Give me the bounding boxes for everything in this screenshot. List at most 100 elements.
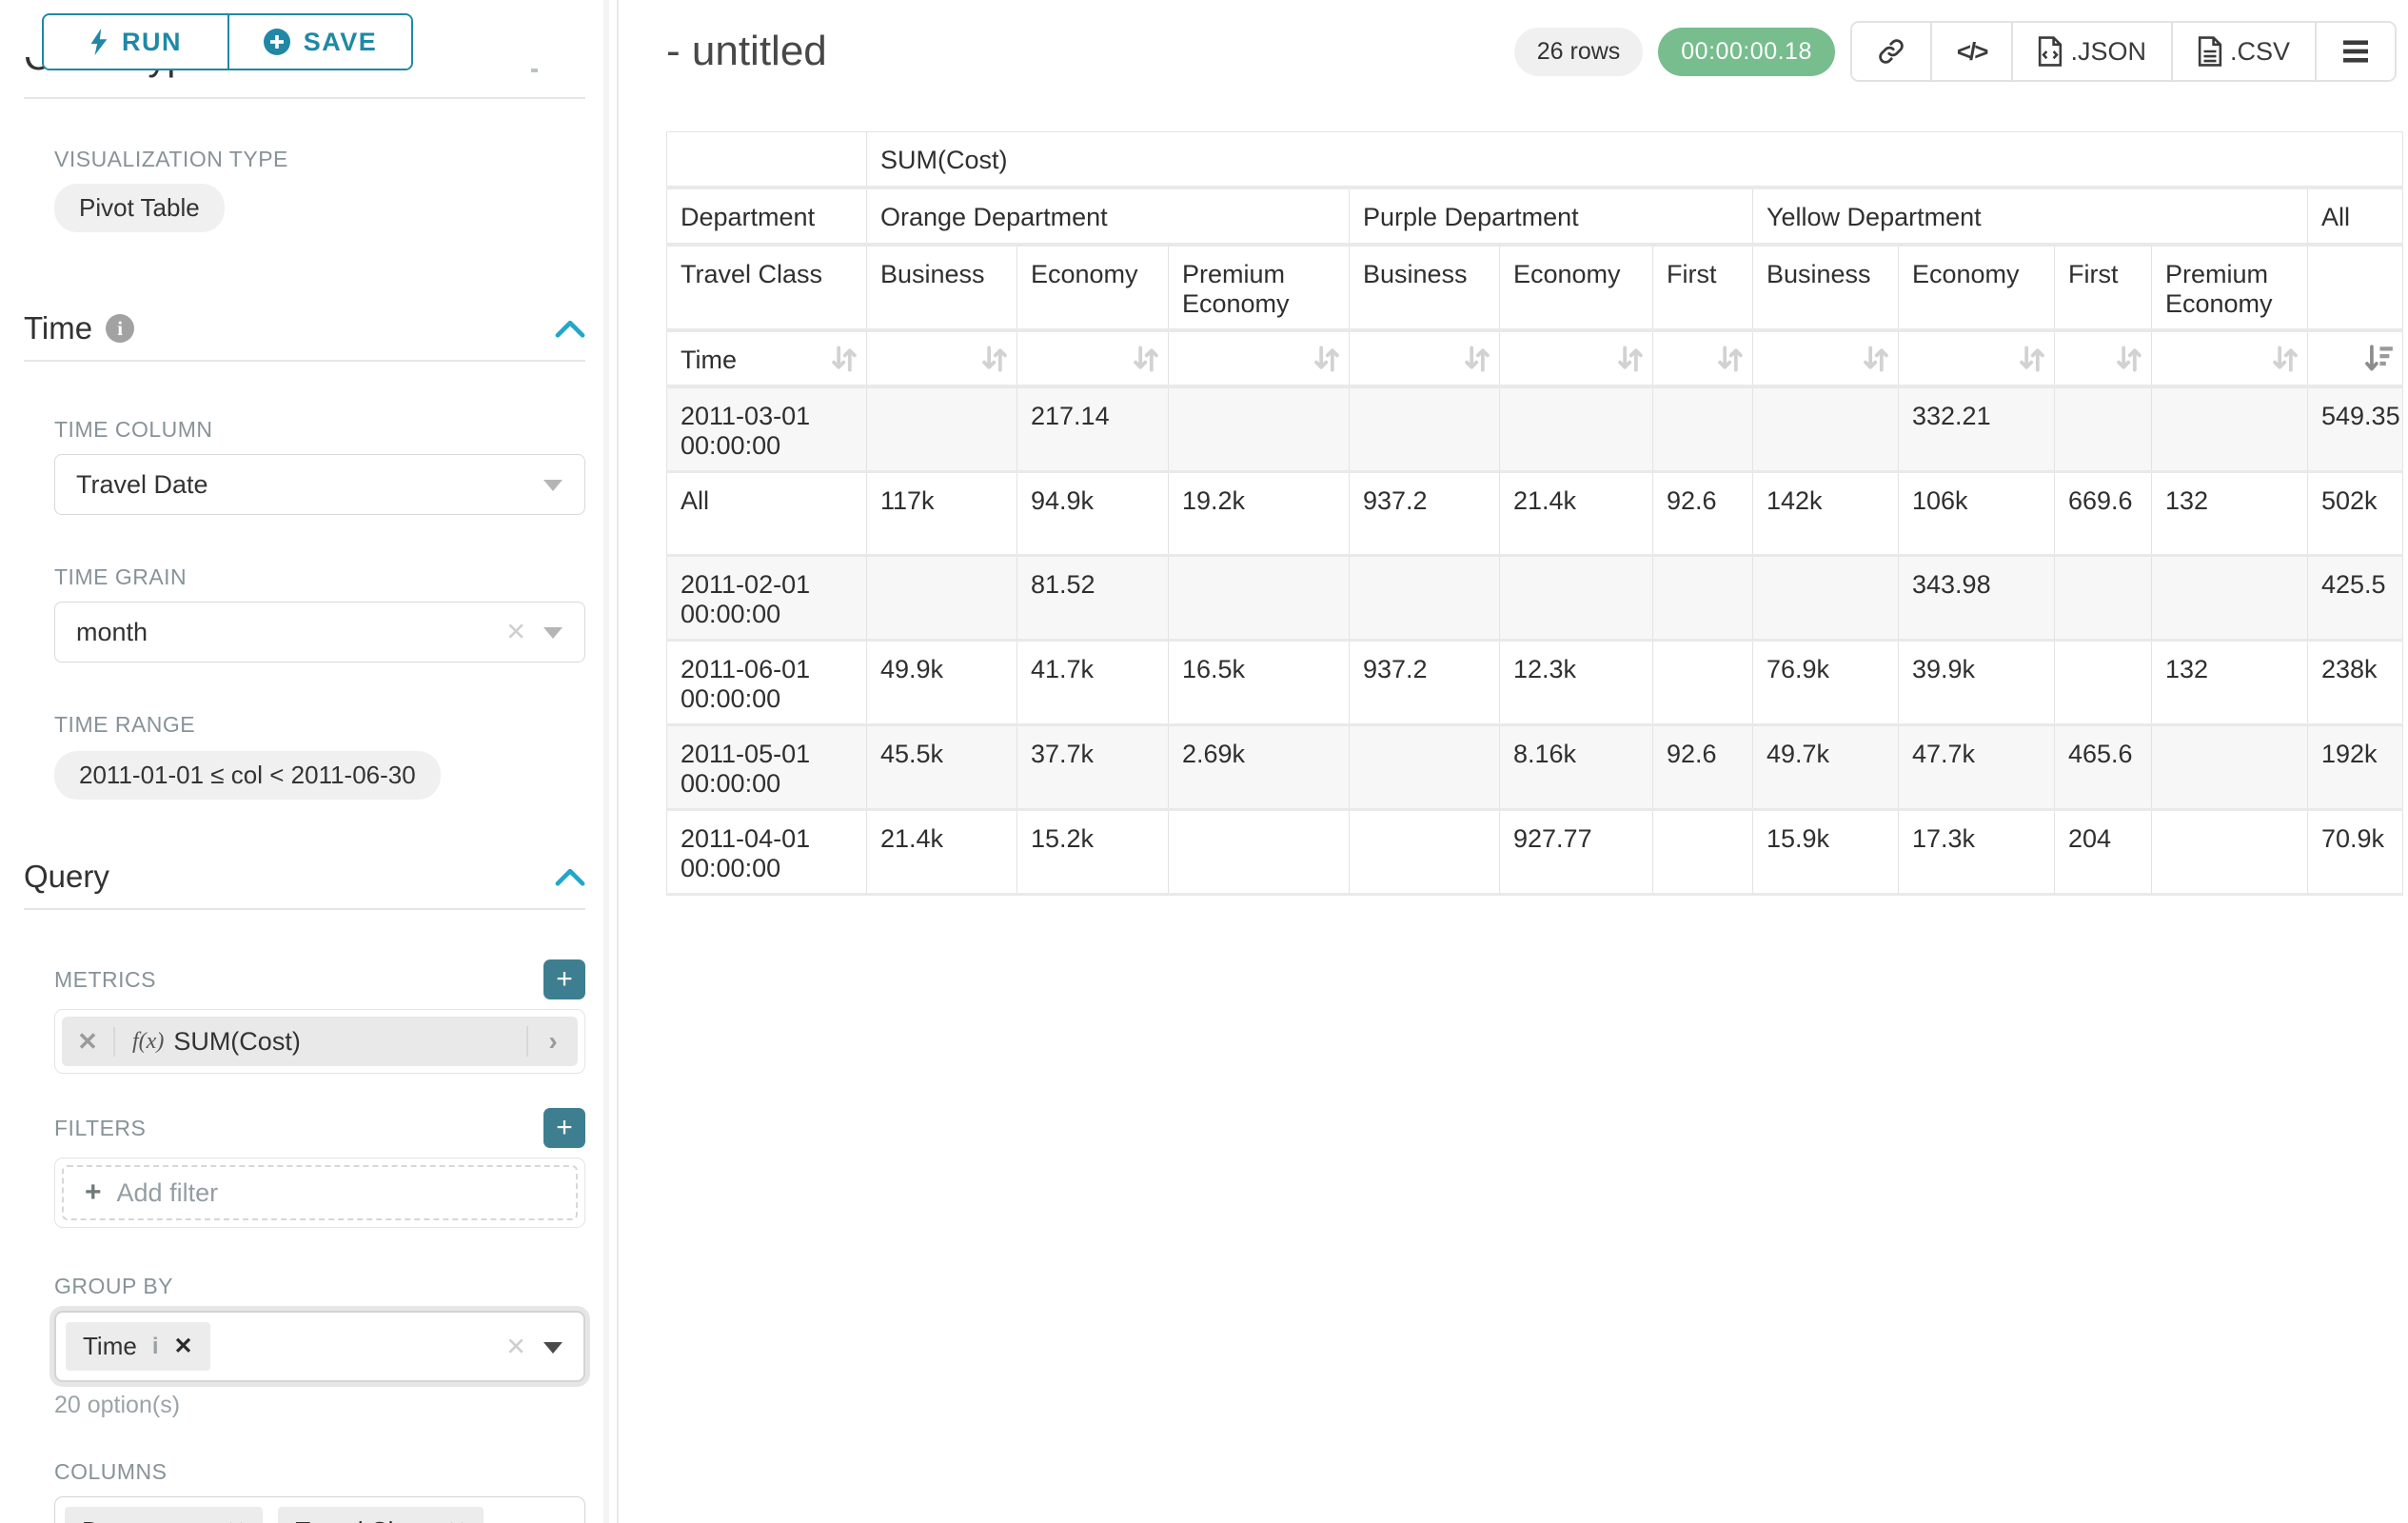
department-axis-label: Department (666, 187, 867, 245)
cell-value: 937.2 (1349, 470, 1500, 556)
cell-value (1652, 808, 1753, 895)
cell-value: 669.6 (2054, 470, 2152, 556)
add-filter-button[interactable]: + Add filter (62, 1165, 578, 1220)
cell-value: 937.2 (1349, 639, 1500, 725)
column-header (2306, 244, 2404, 330)
time-range-chip[interactable]: 2011-01-01 ≤ col < 2011-06-30 (54, 751, 441, 800)
row-header: 2011-03-01 00:00:00 (666, 386, 867, 472)
clear-icon[interactable]: ✕ (505, 617, 526, 646)
table-row: All 117k 94.9k 19.2k 937.2 21.4k 92.6 142k 106k 6… (666, 470, 2404, 556)
column-header: Business (866, 244, 1017, 330)
cell-value (1499, 386, 1653, 472)
chip-label: Department (82, 1516, 211, 1523)
cell-value (1349, 554, 1500, 641)
column-group-header: Purple Department (1349, 187, 1753, 245)
plus-icon: + (85, 1177, 102, 1208)
sort-toggle-icon[interactable] (1463, 344, 1491, 374)
run-button[interactable]: RUN (44, 15, 227, 69)
row-header: 2011-02-01 00:00:00 (666, 554, 867, 641)
cell-value (1349, 808, 1500, 895)
cell-value: 15.9k (1752, 808, 1899, 895)
columns-label: COLUMNS (54, 1459, 168, 1484)
info-icon[interactable]: i (151, 1333, 159, 1359)
travel-class-axis-label: Travel Class (666, 244, 867, 330)
group-by-chip[interactable]: Time i ✕ (66, 1322, 210, 1371)
cell-value: 132 (2151, 470, 2308, 556)
sort-toggle-icon[interactable] (1132, 344, 1160, 374)
chevron-up-icon[interactable] (555, 318, 585, 339)
chart-title[interactable]: - untitled (666, 28, 827, 74)
viz-type-chip[interactable]: Pivot Table (54, 184, 225, 232)
info-icon[interactable]: i (106, 314, 135, 343)
columns-chip[interactable]: Department ✕ (65, 1507, 263, 1523)
sort-toggle-icon[interactable] (980, 344, 1009, 374)
sort-descending-active-icon[interactable] (2362, 344, 2395, 374)
add-filter-plus-button[interactable]: + (543, 1108, 585, 1148)
chevron-up-icon[interactable] (555, 866, 585, 887)
metric-header: SUM(Cost) (865, 131, 2404, 188)
metric-pill[interactable]: ✕ f(x) SUM(Cost) › (62, 1017, 578, 1066)
sort-toggle-icon[interactable] (2018, 344, 2046, 374)
sort-toggle-icon[interactable] (2115, 344, 2143, 374)
cell-value: 45.5k (866, 723, 1017, 810)
filters-label: FILTERS (54, 1115, 147, 1140)
embed-code-button[interactable]: </> (1929, 23, 2012, 80)
export-toolbar: </> .JSON .CSV (1849, 21, 2397, 82)
chevron-right-icon[interactable]: › (526, 1026, 578, 1057)
cell-value (1652, 639, 1753, 725)
cell-value: 332.21 (1898, 386, 2055, 472)
cell-value: 49.9k (866, 639, 1017, 725)
columns-select[interactable]: Department ✕ Travel Class ✕ ✕ (54, 1496, 585, 1523)
cell-value: 49.7k (1752, 723, 1899, 810)
cell-value: 12.3k (1499, 639, 1653, 725)
cell-value: 92.6 (1652, 470, 1753, 556)
remove-chip-icon[interactable]: ✕ (173, 1334, 193, 1359)
query-section-title: Query (24, 859, 109, 894)
sort-toggle-icon[interactable] (830, 344, 859, 374)
cell-value: 142k (1752, 470, 1899, 556)
sidebar-scrollbar[interactable] (603, 0, 609, 1523)
remove-metric-icon[interactable]: ✕ (62, 1026, 115, 1057)
remove-chip-icon[interactable]: ✕ (447, 1517, 466, 1523)
divider (24, 360, 585, 362)
column-header: Economy (1016, 244, 1169, 330)
group-by-select[interactable]: Time i ✕ ✕ (54, 1311, 585, 1382)
cell-value (866, 554, 1017, 641)
cell-value: 2.69k (1168, 723, 1350, 810)
cell-value: 343.98 (1898, 554, 2055, 641)
remove-chip-icon[interactable]: ✕ (227, 1517, 246, 1523)
sort-toggle-icon[interactable] (1716, 344, 1745, 374)
menu-button[interactable] (2315, 23, 2395, 80)
column-header: Economy (1499, 244, 1653, 330)
row-header: 2011-04-01 00:00:00 (666, 808, 867, 895)
export-csv-button[interactable]: .CSV (2170, 23, 2315, 80)
chart-type-collapse-icon[interactable] (531, 63, 575, 72)
group-by-option-count: 20 option(s) (54, 1392, 181, 1418)
time-grain-label: TIME GRAIN (54, 564, 188, 589)
copy-link-button[interactable] (1851, 23, 1930, 80)
sort-toggle-icon[interactable] (1862, 344, 1890, 374)
columns-chip[interactable]: Travel Class ✕ (278, 1507, 484, 1523)
sort-toggle-icon[interactable] (2271, 344, 2299, 374)
cell-value: 927.77 (1499, 808, 1653, 895)
save-button[interactable]: SAVE (227, 15, 411, 69)
export-json-button[interactable]: .JSON (2011, 23, 2171, 80)
clear-icon[interactable]: ✕ (505, 1332, 526, 1360)
json-label: .JSON (2070, 36, 2146, 66)
time-grain-select[interactable]: month ✕ (54, 602, 585, 663)
cell-value (2151, 808, 2308, 895)
cell-value (1752, 554, 1899, 641)
sort-toggle-icon[interactable] (1313, 344, 1341, 374)
column-header: First (2054, 244, 2152, 330)
column-group-header: Orange Department (866, 187, 1350, 245)
cell-value: 47.7k (1898, 723, 2055, 810)
sort-toggle-icon[interactable] (1616, 344, 1645, 374)
add-metric-button[interactable]: + (543, 959, 585, 999)
cell-value: 92.6 (1652, 723, 1753, 810)
table-row: 2011-04-01 00:00:00 21.4k 15.2k 927.77 15.9k… (666, 808, 2404, 895)
time-column-select[interactable]: Travel Date (54, 454, 585, 515)
chart-area: - untitled 26 rows 00:00:00.18 </> (619, 0, 2408, 1523)
cell-value: 21.4k (1499, 470, 1653, 556)
table-row: 2011-05-01 00:00:00 45.5k 37.7k 2.69k 8.16k 9… (666, 723, 2404, 810)
table-row: 2011-03-01 00:00:00 217.14 332.21 549.35 (666, 386, 2404, 472)
